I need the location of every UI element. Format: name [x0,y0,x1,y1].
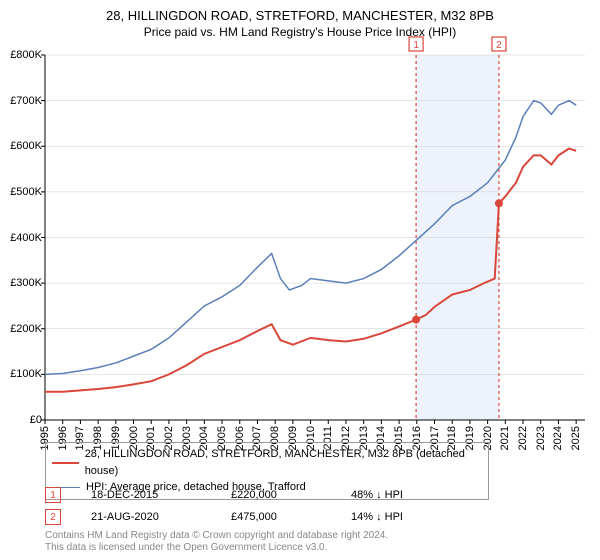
footer-attribution: Contains HM Land Registry data © Crown c… [45,530,388,554]
svg-text:1: 1 [413,40,419,51]
footer-line-1: Contains HM Land Registry data © Crown c… [45,530,388,542]
x-tick-label: 2023 [535,426,547,450]
event-table: 1 18-DEC-2015£220,00048% ↓ HPI 2 21-AUG-202… [45,484,575,528]
y-tick-label: £100K [2,368,42,380]
legend-label: 28, HILLINGDON ROAD, STRETFORD, MANCHEST… [85,446,482,479]
event-relative: 14% ↓ HPI [351,511,471,523]
legend-swatch [52,462,79,464]
chart-container: 28, HILLINGDON ROAD, STRETFORD, MANCHEST… [0,0,600,560]
legend-row: 28, HILLINGDON ROAD, STRETFORD, MANCHEST… [52,446,482,479]
event-marker-icon: 1 [45,487,61,503]
footer-line-2: This data is licensed under the Open Gov… [45,542,388,554]
event-date: 18-DEC-2015 [91,489,231,501]
svg-text:2: 2 [496,40,502,51]
y-tick-label: £0 [2,414,42,426]
event-marker-icon: 2 [45,509,61,525]
event-date: 21-AUG-2020 [91,511,231,523]
y-tick-label: £200K [2,323,42,335]
y-tick-label: £700K [2,95,42,107]
line-chart: 12 [0,0,600,435]
y-tick-label: £500K [2,186,42,198]
y-tick-label: £800K [2,49,42,61]
x-tick-label: 2024 [552,426,564,450]
x-tick-label: 2025 [570,426,582,450]
y-tick-label: £400K [2,232,42,244]
x-tick-label: 2022 [517,426,529,450]
event-price: £475,000 [231,511,351,523]
event-row: 2 21-AUG-2020£475,00014% ↓ HPI [45,506,575,528]
y-tick-label: £600K [2,140,42,152]
event-relative: 48% ↓ HPI [351,489,471,501]
x-tick-label: 2021 [499,426,511,450]
event-price: £220,000 [231,489,351,501]
event-row: 1 18-DEC-2015£220,00048% ↓ HPI [45,484,575,506]
y-tick-label: £300K [2,277,42,289]
